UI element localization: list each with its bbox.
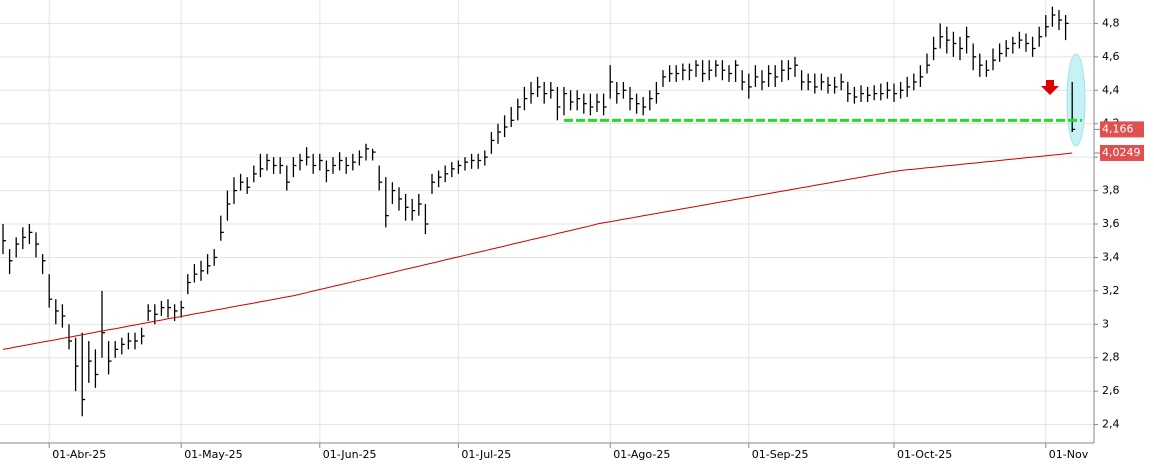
x-tick-label: 01-Sep-25 [752,448,809,461]
y-tick-label: 3,6 [1102,217,1120,230]
y-tick-label: 3,4 [1102,250,1120,263]
y-tick-label: 3,8 [1102,184,1120,197]
last-value-box [1100,144,1144,161]
y-tick-label: 2,8 [1102,351,1120,364]
y-tick-label: 4,6 [1102,50,1120,63]
highlight-ellipse [1066,53,1086,147]
x-tick-label: 01-Jul-25 [461,448,511,461]
last-value-label: 4,0249 [1102,146,1141,159]
y-tick-label: 3 [1102,317,1109,330]
x-tick-label: 01-Nov [1049,448,1089,461]
y-tick-label: 2,4 [1102,418,1120,431]
x-tick-label: 01-Jun-25 [323,448,377,461]
grid-layer [0,0,1094,443]
y-tick-label: 4,4 [1102,83,1120,96]
x-tick-label: 01-Oct-25 [897,448,952,461]
x-tick-label: 01-Abr-25 [52,448,106,461]
y-tick-label: 3,2 [1102,284,1120,297]
x-tick-label: 01-Ago-25 [613,448,670,461]
last-value-label: 4,166 [1102,122,1134,135]
y-tick-label: 4,8 [1102,16,1120,29]
last-value-box [1100,121,1144,138]
y-tick-label: 2,6 [1102,384,1120,397]
sell-arrow [1041,80,1059,95]
x-tick-label: 01-May-25 [184,448,242,461]
moving-average [2,152,1073,350]
